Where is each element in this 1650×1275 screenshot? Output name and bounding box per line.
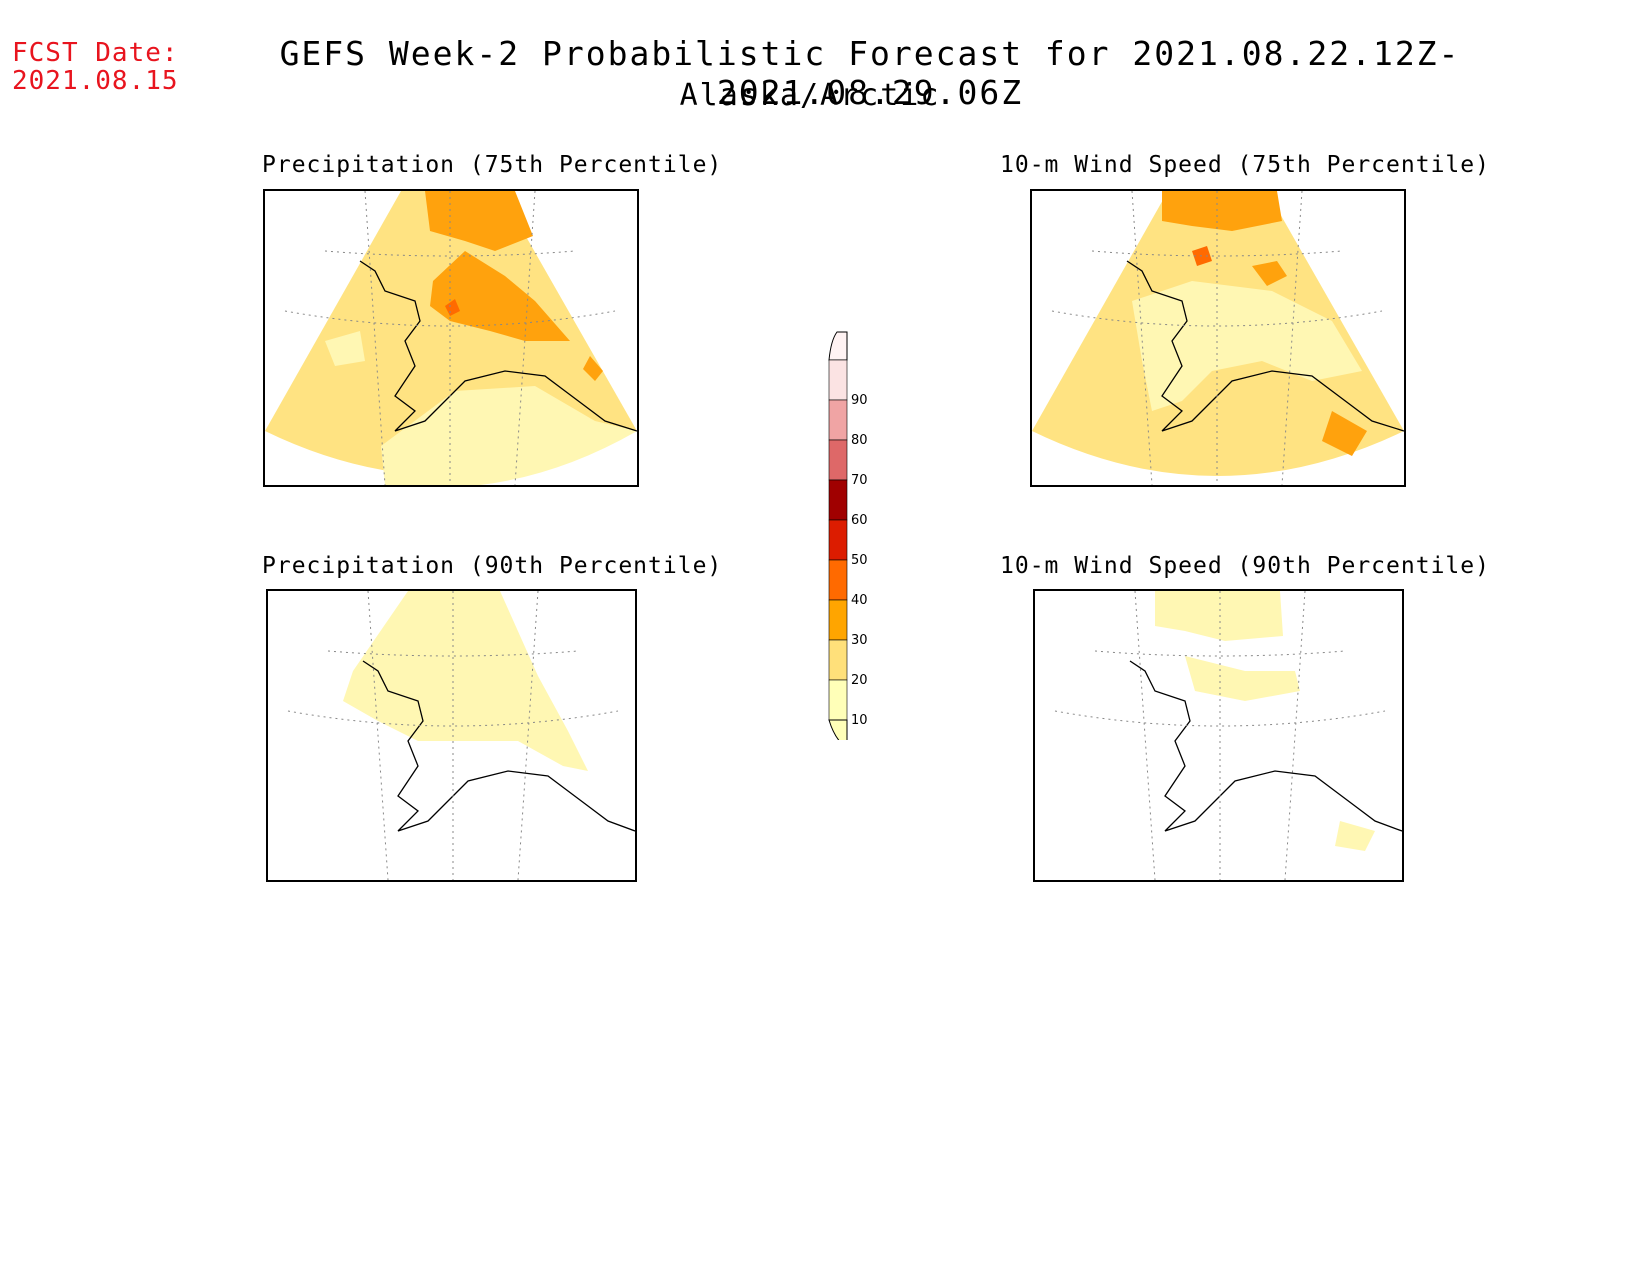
north-light-band (343, 591, 588, 771)
colorbar-label-40: 40 (851, 593, 868, 608)
colorbar-swatch-20 (828, 639, 848, 681)
colorbar-label-90: 90 (851, 393, 868, 408)
east-orange-patch (1252, 261, 1287, 286)
colorbar-top-tip (828, 331, 848, 361)
colorbar-swatch-50 (828, 519, 848, 561)
fcst-date-label: FCST Date: (12, 38, 179, 68)
wind-90-map (1033, 589, 1404, 882)
graticule (1054, 591, 1386, 880)
northwest-dark-orange-spot (1192, 246, 1212, 266)
interior-dark-orange-spot (445, 299, 460, 316)
north-orange-band (425, 191, 533, 251)
north-orange-band (1162, 191, 1282, 231)
colorbar-swatch-40 (828, 559, 848, 601)
precip-90-map (266, 589, 637, 882)
graticule (287, 591, 619, 880)
southeast-orange-patch (1322, 411, 1367, 456)
main-title: GEFS Week-2 Probabilistic Forecast for 2… (279, 34, 1461, 112)
fcst-date-value: 2021.08.15 (12, 66, 179, 96)
domain-outline (1035, 591, 1402, 871)
colorbar-label-30: 30 (851, 633, 868, 648)
wind-75-title: 10-m Wind Speed (75th Percentile) (1000, 152, 1490, 178)
colorbar-swatch-90 (828, 359, 848, 401)
colorbar-swatch-10 (828, 679, 848, 721)
interior-orange-band (430, 251, 570, 341)
colorbar-label-10: 10 (851, 713, 868, 728)
coastline (1129, 660, 1402, 832)
region-subtitle: Alaska/Arctic (679, 78, 941, 113)
coastline (1126, 260, 1404, 432)
colorbar-swatch-70 (828, 439, 848, 481)
west-light-patch (325, 331, 365, 366)
colorbar-label-50: 50 (851, 553, 868, 568)
colorbar-swatch-60 (828, 479, 848, 521)
interior-light-patch (1185, 656, 1300, 701)
southeast-orange-patch (583, 356, 603, 381)
colorbar-swatch-30 (828, 599, 848, 641)
colorbar-label-60: 60 (851, 513, 868, 528)
colorbar-label-20: 20 (851, 673, 868, 688)
wind-90-title: 10-m Wind Speed (90th Percentile) (1000, 553, 1490, 579)
wind-75-map (1030, 189, 1406, 487)
probability-colorbar: 90 80 70 60 50 40 30 20 10 (815, 330, 875, 749)
coastline (359, 260, 637, 432)
colorbar-label-70: 70 (851, 473, 868, 488)
coastline (362, 660, 635, 832)
colorbar-swatch-80 (828, 399, 848, 441)
precip-75-map (263, 189, 639, 487)
precip-90-title: Precipitation (90th Percentile) (262, 553, 723, 579)
southeast-light-patch (1335, 821, 1375, 851)
colorbar-bottom-tip (828, 719, 848, 749)
colorbar-label-80: 80 (851, 433, 868, 448)
colorbar-graphic: 90 80 70 60 50 40 30 20 10 (828, 331, 868, 749)
central-light-region (1132, 281, 1362, 411)
pacific-light-region (381, 386, 637, 485)
precip-75-title: Precipitation (75th Percentile) (262, 152, 723, 178)
north-light-band (1155, 591, 1283, 641)
